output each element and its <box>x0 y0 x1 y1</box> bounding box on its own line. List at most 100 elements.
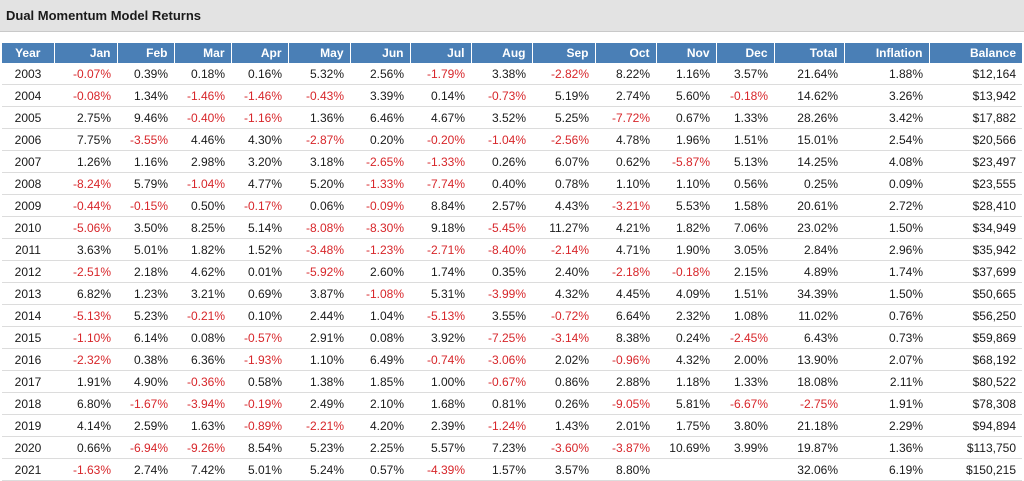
cell-total: 4.89% <box>774 260 844 283</box>
cell-jul: 3.92% <box>410 326 471 349</box>
cell-jul: -5.13% <box>410 304 471 327</box>
cell-total: 34.39% <box>774 282 844 305</box>
cell-jan: -2.32% <box>54 348 117 371</box>
cell-oct: 4.45% <box>595 282 656 305</box>
column-header-aug: Aug <box>471 43 533 63</box>
cell-total: 0.25% <box>774 172 844 195</box>
cell-mar: 6.36% <box>174 348 231 371</box>
cell-dec: 0.56% <box>716 172 774 195</box>
cell-year: 2008 <box>2 172 54 195</box>
panel-header: Dual Momentum Model Returns <box>0 0 1024 32</box>
cell-may: 3.18% <box>288 150 350 173</box>
cell-mar: 1.82% <box>174 238 231 261</box>
cell-apr: -0.57% <box>231 326 288 349</box>
cell-jun: 0.20% <box>350 128 410 151</box>
cell-jan: 6.80% <box>54 392 117 415</box>
cell-year: 2017 <box>2 370 54 393</box>
cell-feb: -1.67% <box>117 392 174 415</box>
cell-balance: $23,555 <box>929 172 1022 195</box>
cell-year: 2009 <box>2 194 54 217</box>
cell-jun: -1.08% <box>350 282 410 305</box>
cell-dec: 2.15% <box>716 260 774 283</box>
cell-sep: -2.82% <box>532 63 595 85</box>
table-row: 2010 -5.06% 3.50% 8.25% 5.14% -8.08% -8.30% 9.1… <box>2 216 1022 239</box>
cell-total: 23.02% <box>774 216 844 239</box>
cell-feb: 5.23% <box>117 304 174 327</box>
cell-jul: -0.74% <box>410 348 471 371</box>
cell-inflation: 4.08% <box>844 150 929 173</box>
cell-jan: -0.44% <box>54 194 117 217</box>
cell-nov: 4.32% <box>656 348 716 371</box>
column-header-inflation: Inflation <box>844 43 930 63</box>
cell-aug: 0.40% <box>471 172 532 195</box>
cell-balance: $50,665 <box>929 282 1022 305</box>
cell-inflation: 2.96% <box>844 238 929 261</box>
cell-total: 15.01% <box>774 128 844 151</box>
cell-jan: 2.75% <box>54 106 117 129</box>
cell-may: 1.36% <box>288 106 350 129</box>
cell-nov: 1.75% <box>656 414 716 437</box>
cell-oct: 0.62% <box>595 150 656 173</box>
cell-may: 5.32% <box>288 63 350 85</box>
cell-jul: -1.33% <box>410 150 471 173</box>
cell-oct: -2.18% <box>595 260 656 283</box>
cell-inflation: 2.72% <box>844 194 929 217</box>
cell-year: 2004 <box>2 84 54 107</box>
cell-may: -2.87% <box>288 128 350 151</box>
column-header-mar: Mar <box>174 43 232 63</box>
cell-oct: 4.71% <box>595 238 656 261</box>
cell-apr: 4.77% <box>231 172 288 195</box>
cell-may: 2.49% <box>288 392 350 415</box>
cell-may: 0.06% <box>288 194 350 217</box>
cell-sep: 6.07% <box>532 150 595 173</box>
cell-inflation: 1.91% <box>844 392 929 415</box>
cell-jan: 1.26% <box>54 150 117 173</box>
cell-total: 2.84% <box>774 238 844 261</box>
cell-jul: 1.00% <box>410 370 471 393</box>
cell-may: -8.08% <box>288 216 350 239</box>
cell-jul: 5.31% <box>410 282 471 305</box>
cell-balance: $150,215 <box>929 458 1022 481</box>
cell-inflation: 3.26% <box>844 84 929 107</box>
cell-jan: -5.06% <box>54 216 117 239</box>
cell-may: 2.91% <box>288 326 350 349</box>
cell-oct: 2.01% <box>595 414 656 437</box>
cell-dec: 2.00% <box>716 348 774 371</box>
cell-nov: 4.09% <box>656 282 716 305</box>
cell-balance: $13,942 <box>929 84 1022 107</box>
cell-may: -3.48% <box>288 238 350 261</box>
cell-mar: 3.21% <box>174 282 231 305</box>
cell-apr: -0.17% <box>231 194 288 217</box>
cell-sep: 11.27% <box>532 216 595 239</box>
cell-inflation: 1.50% <box>844 216 929 239</box>
cell-mar: 4.62% <box>174 260 231 283</box>
cell-dec: 3.05% <box>716 238 774 261</box>
cell-oct: 4.21% <box>595 216 656 239</box>
cell-year: 2021 <box>2 458 54 481</box>
cell-inflation: 3.42% <box>844 106 929 129</box>
cell-year: 2015 <box>2 326 54 349</box>
cell-apr: 5.01% <box>231 458 288 481</box>
cell-may: -2.21% <box>288 414 350 437</box>
cell-jan: 3.63% <box>54 238 117 261</box>
cell-total: 11.02% <box>774 304 844 327</box>
cell-feb: 6.14% <box>117 326 174 349</box>
cell-jul: 4.67% <box>410 106 471 129</box>
cell-balance: $12,164 <box>929 63 1022 85</box>
cell-dec: 3.80% <box>716 414 774 437</box>
cell-aug: 0.81% <box>471 392 532 415</box>
cell-nov: 2.32% <box>656 304 716 327</box>
cell-oct: 2.74% <box>595 84 656 107</box>
cell-balance: $37,699 <box>929 260 1022 283</box>
cell-feb: 3.50% <box>117 216 174 239</box>
cell-mar: -0.21% <box>174 304 231 327</box>
cell-year: 2019 <box>2 414 54 437</box>
cell-jul: -2.71% <box>410 238 471 261</box>
cell-inflation: 1.88% <box>844 63 929 85</box>
cell-mar: -1.46% <box>174 84 231 107</box>
cell-sep: 0.78% <box>532 172 595 195</box>
cell-balance: $20,566 <box>929 128 1022 151</box>
cell-total: 21.18% <box>774 414 844 437</box>
cell-aug: -0.73% <box>471 84 532 107</box>
table-body: 2003 -0.07% 0.39% 0.18% 0.16% 5.32% 2.56% -1.79… <box>2 63 1022 481</box>
